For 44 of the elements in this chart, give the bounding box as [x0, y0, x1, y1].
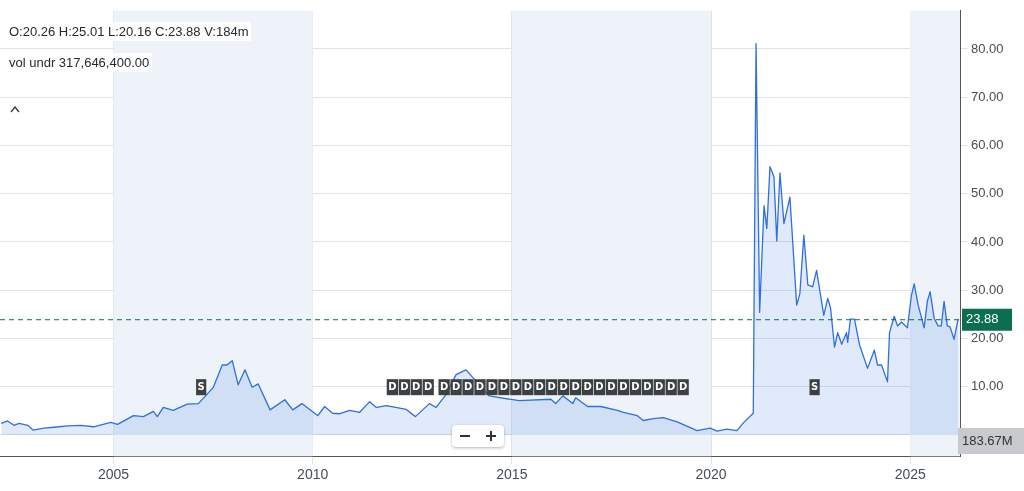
- annotation: D: [619, 380, 628, 392]
- annotation: D: [487, 380, 497, 392]
- annotation: D: [655, 380, 664, 392]
- y-tick-label: 60.00: [971, 137, 1004, 153]
- annotation: D: [595, 380, 604, 392]
- annotation: D: [631, 380, 640, 392]
- annotation: S: [811, 380, 819, 392]
- y-tick-label: 70.00: [971, 88, 1004, 104]
- annotation: D: [679, 380, 688, 392]
- x-tick-label: 2010: [297, 466, 329, 483]
- y-tick-label: 20.00: [971, 330, 1004, 346]
- annotation: D: [475, 380, 485, 392]
- y-tick-label: 10.00: [971, 378, 1004, 394]
- annotation: D: [547, 380, 556, 392]
- annotation: D: [583, 380, 592, 392]
- annotation: S: [197, 380, 205, 392]
- annotation: vol undr 317,646,400.00: [6, 53, 153, 72]
- annotation: D: [535, 380, 544, 392]
- annotation: D: [571, 380, 580, 392]
- y-tick-label: 30.00: [971, 281, 1004, 297]
- annotation: D: [439, 380, 449, 392]
- ref-line-label: 23.88: [966, 311, 999, 327]
- annotation: D: [400, 380, 409, 392]
- annotation: D: [511, 380, 521, 392]
- x-tick-label: 2025: [894, 466, 926, 483]
- annotation: D: [499, 380, 509, 392]
- x-tick-label: 2020: [695, 466, 727, 483]
- annotation: D: [667, 380, 676, 392]
- y-tick-label: 40.00: [971, 233, 1004, 249]
- annotation: D: [412, 380, 421, 392]
- annotation: D: [451, 380, 461, 392]
- x-tick-label: 2005: [97, 466, 130, 483]
- annotation: D: [523, 380, 532, 392]
- annotation: D: [463, 380, 473, 392]
- y-tick-label: 80.00: [971, 40, 1004, 56]
- annotation: O:20.26 H:25.01 L:20.16 C:23.88 V:184m: [6, 22, 252, 41]
- text: 183.67M: [958, 428, 1024, 454]
- annotation: D: [607, 380, 616, 392]
- x-tick-label: 2015: [496, 466, 528, 483]
- annotation: D: [559, 380, 568, 392]
- annotation: D: [424, 380, 433, 392]
- y-tick-label: 50.00: [971, 185, 1004, 201]
- annotation: D: [643, 380, 652, 392]
- annotation: D: [388, 380, 397, 392]
